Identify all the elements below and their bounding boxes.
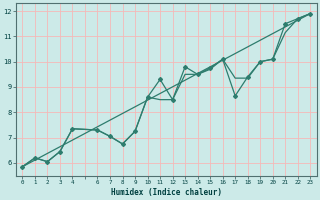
X-axis label: Humidex (Indice chaleur): Humidex (Indice chaleur)	[111, 188, 222, 197]
